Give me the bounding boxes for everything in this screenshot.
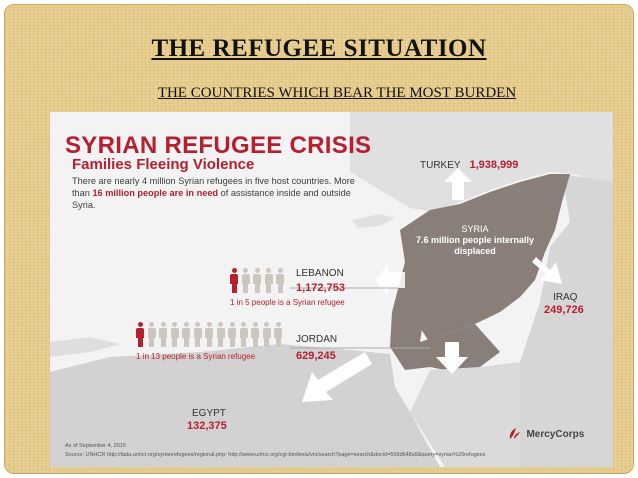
resident-person-icon <box>216 322 225 348</box>
cyprus-island <box>352 214 395 228</box>
lebanon-note: 1 in 5 people is a Syrian refugee <box>230 298 345 307</box>
resident-person-icon <box>262 322 271 348</box>
coast-left <box>50 337 120 357</box>
refugee-person-icon <box>230 268 238 294</box>
infographic-description: There are nearly 4 million Syrian refuge… <box>72 176 355 210</box>
resident-person-icon <box>147 322 156 348</box>
turkey-label: TURKEY 1,938,999 <box>420 155 518 173</box>
slide-subtitle: THE COUNTRIES WHICH BEAR THE MOST BURDEN <box>157 85 517 101</box>
region-map <box>50 112 613 467</box>
iraq-region <box>520 174 613 467</box>
jordan-value: 629,245 <box>296 350 336 362</box>
resident-person-icon <box>241 268 250 294</box>
turkey-value: 1,938,999 <box>469 159 519 171</box>
resident-person-icon <box>182 322 190 348</box>
infographic-image: SYRIAN REFUGEE CRISIS Families Fleeing V… <box>50 112 613 467</box>
turkey-landmass <box>350 112 613 212</box>
jordan-name: JORDAN <box>296 334 338 345</box>
iraq-name: IRAQ <box>553 292 578 303</box>
mercycorps-logo: MercyCorps <box>506 424 584 442</box>
arrow-to-egypt <box>302 352 372 402</box>
arrow-to-iraq <box>532 257 562 284</box>
syria-name: SYRIA <box>461 224 489 234</box>
resident-person-icon <box>251 322 259 348</box>
infographic-headline: SYRIAN REFUGEE CRISIS <box>65 132 372 159</box>
source-note: Source: UNHCR http://data.unhcr.org/syri… <box>65 452 486 458</box>
date-note: As of September 4, 2015 <box>65 443 126 449</box>
slide-background: THE REFUGEE SITUATION THE COUNTRIES WHIC… <box>4 4 634 474</box>
resident-person-icon <box>264 268 273 294</box>
resident-person-icon <box>228 322 236 348</box>
lebanon-value: 1,172,753 <box>296 282 345 294</box>
refugee-person-icon <box>136 322 144 348</box>
turkey-name: TURKEY <box>420 160 461 171</box>
lebanon-jordan-region <box>390 262 500 372</box>
resident-person-icon <box>205 322 213 348</box>
slide-title: THE REFUGEE SITUATION <box>151 35 487 62</box>
syria-note: 7.6 million people internally displaced <box>415 235 535 256</box>
resident-person-icon <box>193 322 202 348</box>
jordan-note: 1 in 13 people is a Syrian refugee <box>136 352 256 361</box>
mercycorps-logo-text: MercyCorps <box>526 429 585 440</box>
arrow-to-turkey <box>444 168 472 200</box>
syria-label: SYRIA 7.6 million people internally disp… <box>405 224 545 257</box>
saudi-region <box>410 362 520 467</box>
resident-person-icon <box>239 322 248 348</box>
iraq-value: 249,726 <box>544 304 584 316</box>
resident-person-icon <box>276 268 284 294</box>
resident-person-icon <box>170 322 179 348</box>
syria-shape <box>400 174 570 340</box>
infographic-subheadline: Families Fleeing Violence <box>72 156 255 173</box>
egypt-value: 132,375 <box>187 420 227 432</box>
egypt-name: EGYPT <box>192 408 226 419</box>
resident-person-icon <box>159 322 167 348</box>
resident-person-icon <box>253 268 261 294</box>
lebanon-name: LEBANON <box>296 268 344 279</box>
mercycorps-logo-icon <box>509 427 520 439</box>
resident-person-icon <box>274 322 282 348</box>
arrow-to-jordan <box>436 342 468 374</box>
